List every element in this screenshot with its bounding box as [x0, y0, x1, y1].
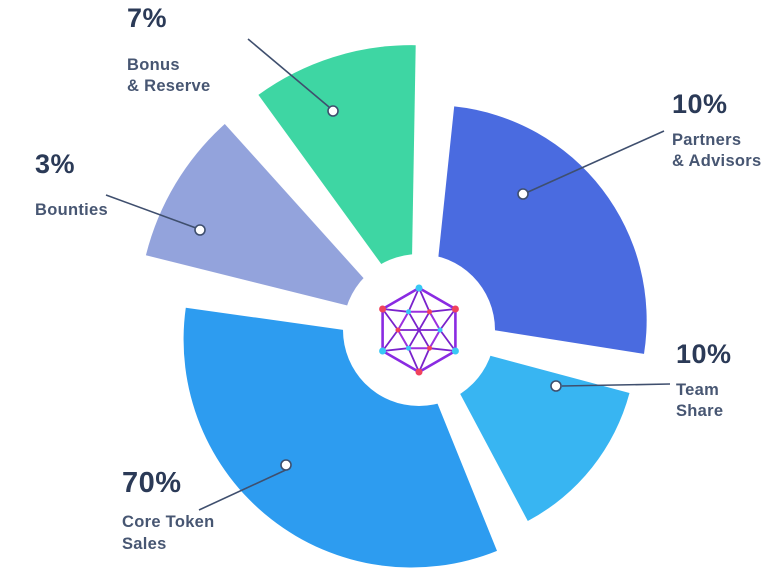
marker-bounties — [194, 224, 206, 236]
leader-line-bonus — [247, 38, 330, 108]
team-share-label: Team Share — [676, 380, 732, 422]
team-share-label-line1: Team — [676, 381, 720, 400]
marker-bonus — [327, 105, 339, 117]
bonus-reserve-percent: 7% — [127, 3, 168, 33]
leader-line-partners — [527, 130, 665, 193]
bounties-label: Bounties — [35, 200, 108, 221]
partners-advisors-label-line1: Partners — [672, 131, 742, 150]
marker-team — [550, 380, 562, 392]
core-token-sales-label: Core Token Sales — [122, 512, 215, 554]
leader-lines — [105, 38, 671, 511]
marker-core — [280, 459, 292, 471]
bonus-reserve-label-line2: & Reserve — [127, 77, 211, 96]
callout-bounties: 3% Bounties — [35, 150, 108, 221]
callout-bonus-reserve: 7% Bonus & Reserve — [127, 4, 210, 98]
pie-slice-partners — [431, 106, 647, 354]
callout-core-token-sales: 70% Core Token Sales — [122, 468, 215, 555]
bonus-reserve-label-line1: Bonus — [127, 56, 180, 75]
bonus-reserve-label: Bonus & Reserve — [127, 55, 210, 97]
leader-line-bounties — [105, 194, 197, 229]
core-token-sales-percent: 70% — [122, 467, 182, 499]
pie-slice-bonus — [258, 45, 416, 306]
pie-slice-bounties — [145, 124, 401, 319]
marker-partners — [517, 188, 529, 200]
bounties-label-line1: Bounties — [35, 201, 108, 220]
center-logo — [379, 284, 459, 376]
team-share-percent: 10% — [676, 339, 732, 369]
core-token-sales-label-line1: Core Token — [122, 513, 215, 532]
callout-team-share: 10% Team Share — [676, 340, 732, 423]
bounties-percent: 3% — [35, 149, 76, 179]
leader-line-core — [198, 467, 291, 511]
core-token-sales-label-line2: Sales — [122, 534, 167, 553]
partners-advisors-label-line2: & Advisors — [672, 152, 762, 171]
team-share-label-line2: Share — [676, 402, 724, 421]
callout-partners-advisors: 10% Partners & Advisors — [672, 90, 762, 173]
logo-node-dots — [379, 284, 459, 376]
partners-advisors-percent: 10% — [672, 89, 728, 119]
leader-line-team — [561, 383, 671, 387]
logo-web-lines — [381, 287, 457, 373]
partners-advisors-label: Partners & Advisors — [672, 130, 762, 172]
